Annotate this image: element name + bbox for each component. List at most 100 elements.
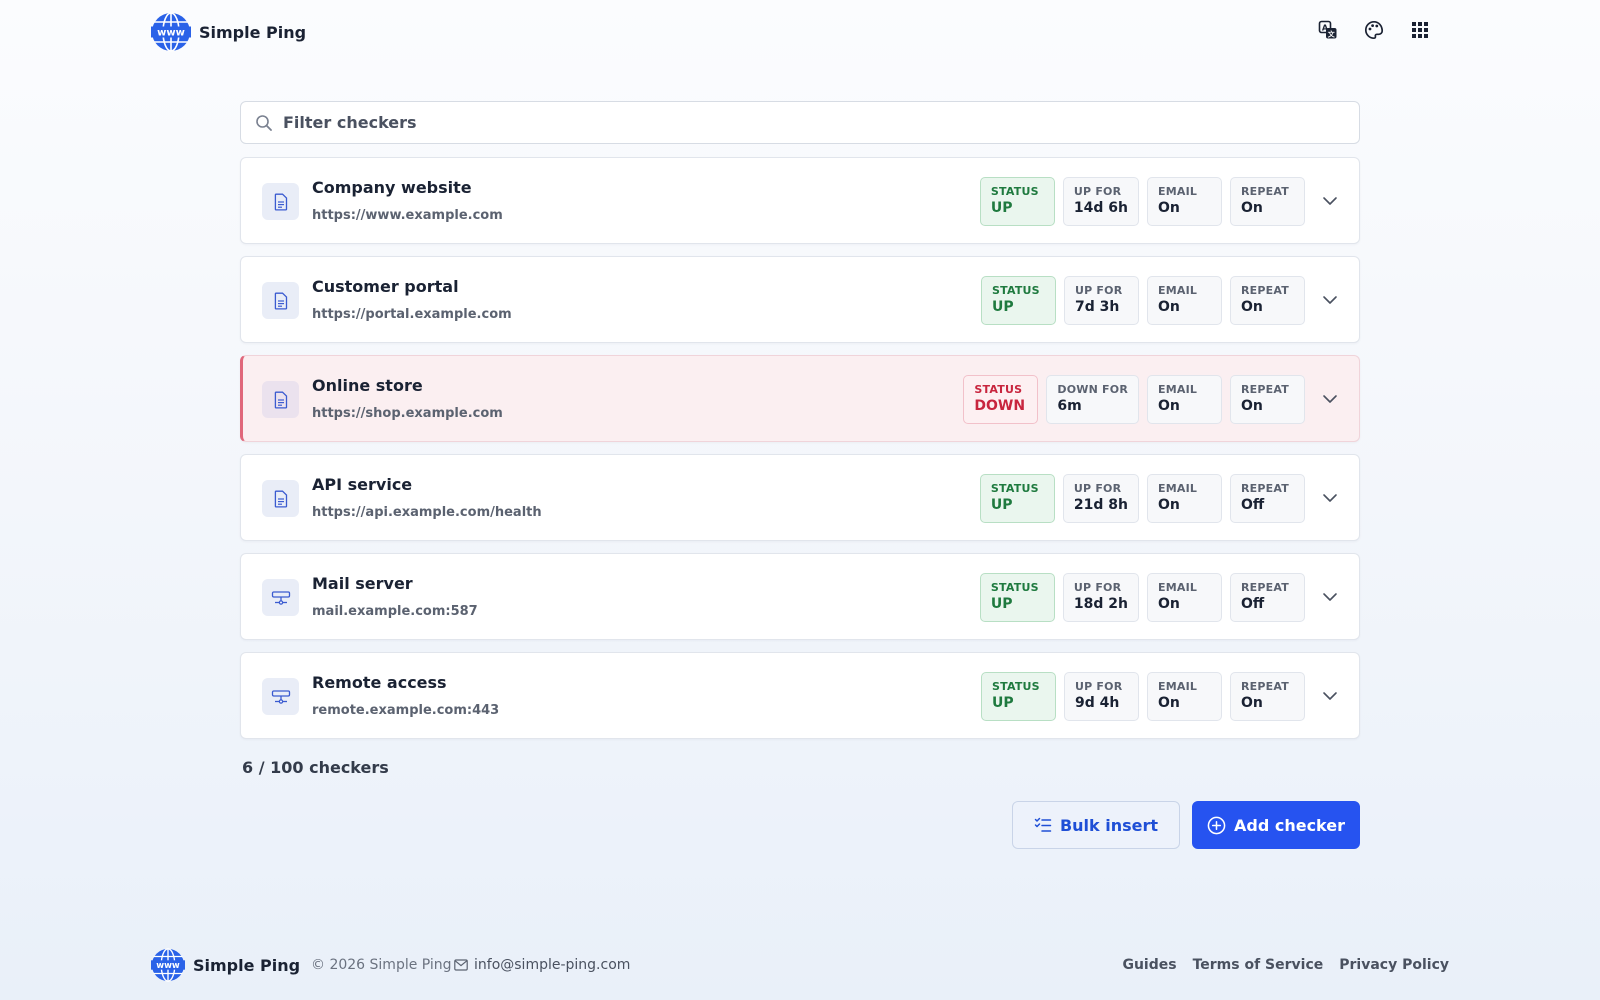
duration-label: UP FOR: [1075, 284, 1123, 297]
plus-circle-icon: [1207, 816, 1226, 834]
bulk-insert-button[interactable]: Bulk insert: [1012, 801, 1180, 849]
apps-grid-icon[interactable]: [1410, 20, 1430, 40]
svg-text:A: A: [1322, 24, 1329, 33]
checker-card-customer-portal[interactable]: Customer portal https://portal.example.c…: [240, 256, 1360, 343]
guides-link[interactable]: Guides: [1122, 957, 1177, 973]
duration-value: 9d 4h: [1075, 695, 1120, 711]
repeat-value: Off: [1241, 497, 1265, 513]
chevron-down-icon[interactable]: [1321, 588, 1339, 606]
repeat-value: On: [1241, 398, 1263, 414]
mail-icon: [454, 959, 468, 971]
duration-badge: UP FOR 14d 6h: [1062, 177, 1139, 226]
duration-badge: UP FOR 9d 4h: [1064, 672, 1139, 721]
status-label: STATUS: [990, 581, 1039, 594]
email-badge: EMAIL On: [1147, 672, 1222, 721]
status-badge: STATUS UP: [979, 573, 1055, 622]
status-value: DOWN: [974, 398, 1026, 414]
checker-title: Customer portal: [312, 277, 459, 296]
status-value: UP: [992, 695, 1014, 711]
list-checks-icon: [1034, 817, 1052, 832]
chevron-down-icon[interactable]: [1321, 390, 1339, 408]
brand-link[interactable]: www Simple Ping: [151, 12, 306, 52]
email-value: On: [1158, 596, 1180, 612]
filter-checkers-input[interactable]: [283, 113, 1283, 132]
status-label: STATUS: [990, 185, 1039, 198]
duration-value: 7d 3h: [1075, 299, 1120, 315]
duration-value: 6m: [1057, 398, 1082, 414]
email-badge: EMAIL On: [1147, 573, 1222, 622]
add-checker-label: Add checker: [1233, 815, 1346, 835]
duration-label: UP FOR: [1073, 581, 1122, 594]
duration-value: 18d 2h: [1073, 596, 1128, 612]
email-label: EMAIL: [1158, 680, 1198, 693]
www-globe-logo-icon: www: [151, 948, 185, 982]
add-checker-button[interactable]: Add checker: [1192, 801, 1360, 849]
repeat-label: REPEAT: [1241, 482, 1289, 495]
document-icon: [262, 282, 299, 319]
checker-title: Company website: [312, 178, 472, 197]
checker-url: remote.example.com:443: [312, 703, 500, 718]
email-value: On: [1158, 299, 1180, 315]
contact-email-link[interactable]: info@simple-ping.com: [454, 957, 630, 973]
repeat-value: Off: [1241, 596, 1265, 612]
status-label: STATUS: [990, 482, 1039, 495]
email-badge: EMAIL On: [1147, 474, 1222, 523]
header-actions: A 文: [1318, 20, 1430, 40]
svg-text:www: www: [157, 28, 185, 39]
status-label: STATUS: [992, 680, 1040, 693]
svg-text:www: www: [156, 961, 180, 971]
checker-stats: STATUS UP UP FOR 7d 3h EMAIL On REPEAT O…: [981, 276, 1305, 325]
translate-icon[interactable]: A 文: [1318, 20, 1338, 40]
email-badge: EMAIL On: [1147, 177, 1222, 226]
email-label: EMAIL: [1158, 383, 1198, 396]
terms-of-service-link[interactable]: Terms of Service: [1192, 957, 1324, 973]
email-badge: EMAIL On: [1147, 375, 1222, 424]
privacy-policy-link[interactable]: Privacy Policy: [1339, 957, 1449, 973]
www-globe-logo-icon: www: [151, 12, 191, 52]
email-value: On: [1158, 200, 1180, 216]
status-value: UP: [990, 497, 1013, 513]
server-port-icon: [262, 678, 299, 715]
status-badge: STATUS DOWN: [963, 375, 1039, 424]
status-badge: STATUS UP: [981, 672, 1056, 721]
checker-url: https://www.example.com: [312, 208, 503, 223]
status-badge: STATUS UP: [979, 177, 1055, 226]
checker-list: Company website https://www.example.com …: [240, 157, 1360, 751]
duration-label: DOWN FOR: [1057, 383, 1128, 396]
checker-card-mail-server[interactable]: Mail server mail.example.com:587 STATUS …: [240, 553, 1360, 640]
status-badge: STATUS UP: [979, 474, 1055, 523]
app-header: www Simple Ping A 文: [0, 0, 1600, 64]
checker-card-remote-access[interactable]: Remote access remote.example.com:443 STA…: [240, 652, 1360, 739]
chevron-down-icon[interactable]: [1321, 291, 1339, 309]
palette-icon[interactable]: [1364, 20, 1384, 40]
footer-brand-link[interactable]: www Simple Ping: [151, 948, 300, 982]
checker-stats: STATUS UP UP FOR 18d 2h EMAIL On REPEAT …: [979, 573, 1305, 622]
duration-badge: UP FOR 7d 3h: [1064, 276, 1139, 325]
repeat-badge: REPEAT On: [1230, 177, 1305, 226]
checker-card-company-website[interactable]: Company website https://www.example.com …: [240, 157, 1360, 244]
repeat-label: REPEAT: [1241, 680, 1289, 693]
email-label: EMAIL: [1158, 185, 1198, 198]
repeat-value: On: [1241, 299, 1263, 315]
duration-label: UP FOR: [1073, 185, 1122, 198]
search-icon: [256, 114, 272, 131]
email-value: On: [1158, 497, 1180, 513]
checker-card-online-store[interactable]: Online store https://shop.example.com ST…: [240, 355, 1360, 442]
checker-url: https://shop.example.com: [312, 406, 503, 421]
chevron-down-icon[interactable]: [1321, 489, 1339, 507]
checker-card-api-service[interactable]: API service https://api.example.com/heal…: [240, 454, 1360, 541]
email-label: EMAIL: [1158, 581, 1198, 594]
document-icon: [262, 183, 299, 220]
email-value: On: [1158, 695, 1180, 711]
repeat-value: On: [1241, 695, 1263, 711]
chevron-down-icon[interactable]: [1321, 192, 1339, 210]
email-label: EMAIL: [1158, 284, 1198, 297]
filter-search-box[interactable]: [240, 101, 1360, 144]
repeat-badge: REPEAT Off: [1230, 474, 1305, 523]
status-value: UP: [992, 299, 1014, 315]
document-icon: [262, 480, 299, 517]
copyright-text: © 2026 Simple Ping: [311, 957, 452, 973]
duration-badge: DOWN FOR 6m: [1046, 375, 1139, 424]
chevron-down-icon[interactable]: [1321, 687, 1339, 705]
footer-links: Guides Terms of Service Privacy Policy: [1122, 957, 1449, 973]
